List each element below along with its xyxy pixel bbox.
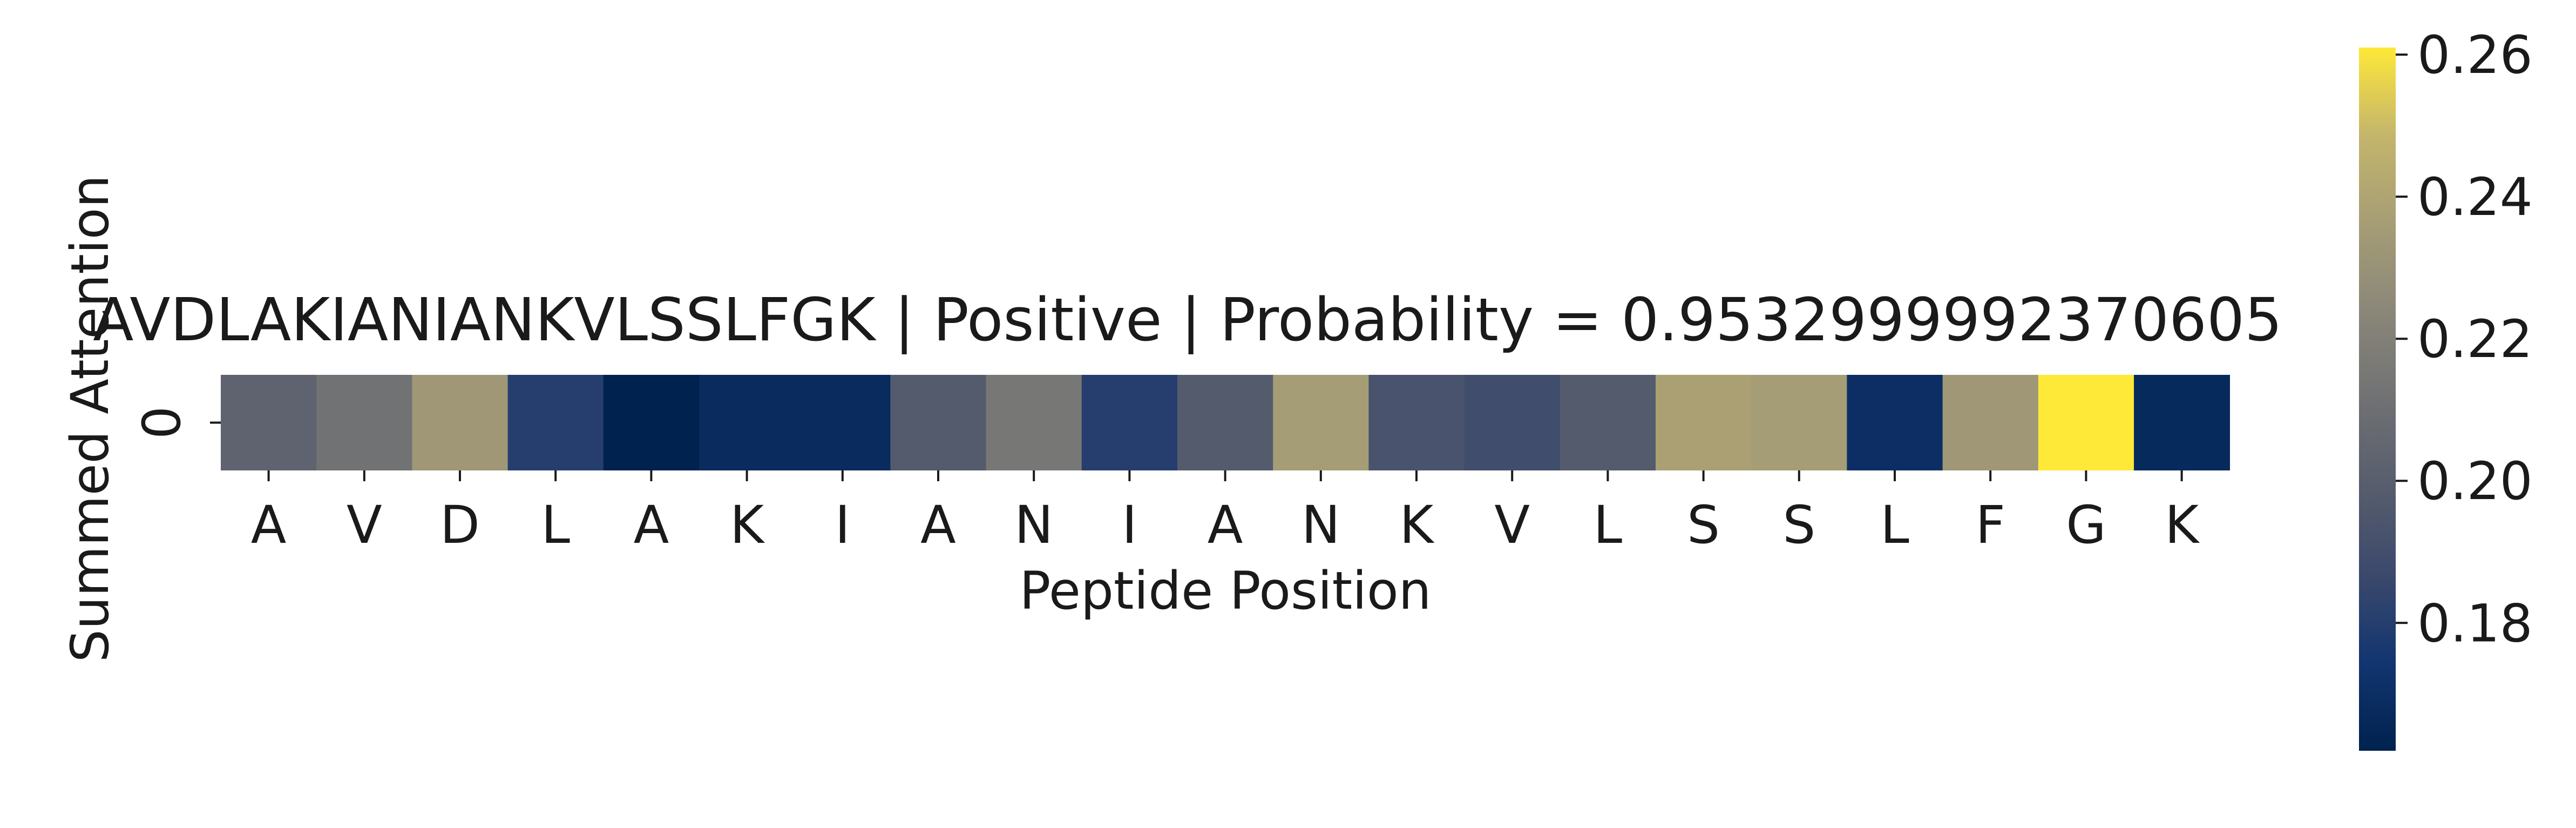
x-tick-label: A	[251, 495, 287, 555]
y-axis-ticks: 0	[132, 406, 221, 439]
x-tick-label: K	[2165, 495, 2200, 555]
x-tick-label: K	[1400, 495, 1435, 555]
x-tick-label: I	[1122, 495, 1137, 555]
y-tick-label: 0	[132, 406, 192, 439]
heatmap-cell	[1751, 375, 1848, 470]
heatmap-cell	[603, 375, 700, 470]
colorbar	[2359, 48, 2396, 751]
x-tick-label: I	[835, 495, 850, 555]
heatmap-cell	[986, 375, 1082, 470]
heatmap-cell	[1177, 375, 1273, 470]
x-tick-label: L	[1594, 495, 1622, 555]
x-tick-label: K	[730, 495, 765, 555]
x-tick-label: N	[1014, 495, 1053, 555]
heatmap-cell	[890, 375, 987, 470]
heatmap-cells	[221, 375, 2230, 470]
heatmap-cell	[1847, 375, 1943, 470]
heatmap-cell	[1273, 375, 1370, 470]
x-tick-label: S	[1782, 495, 1815, 555]
heatmap-cell	[1368, 375, 1465, 470]
heatmap-cell	[1656, 375, 1752, 470]
x-tick-label: N	[1301, 495, 1340, 555]
colorbar-tick-label: 0.20	[2417, 451, 2533, 511]
x-tick-label: S	[1687, 495, 1720, 555]
chart-title: AVDLAKIANIANKVLSSLFGK | Positive | Proba…	[93, 285, 2282, 355]
heatmap-cell	[699, 375, 795, 470]
colorbar-tick-label: 0.24	[2417, 167, 2533, 227]
colorbar-ticks: 0.18 0.20 0.22 0.24 0.26	[2396, 25, 2533, 654]
x-tick-label: A	[634, 495, 669, 555]
heatmap-cell	[221, 375, 317, 470]
heatmap-cell	[1942, 375, 2039, 470]
x-axis-label: Peptide Position	[1019, 561, 1431, 621]
heatmap-cell	[412, 375, 509, 470]
heatmap-cell	[2038, 375, 2134, 470]
heatmap-cell	[1081, 375, 1178, 470]
x-tick-label: L	[1880, 495, 1909, 555]
heatmap-cell	[1464, 375, 1561, 470]
heatmap-cell	[2134, 375, 2230, 470]
x-tick-label: A	[920, 495, 956, 555]
x-tick-label: F	[1976, 495, 2005, 555]
x-tick-label: V	[347, 495, 382, 555]
heatmap-cell	[795, 375, 891, 470]
x-tick-label: L	[541, 495, 570, 555]
heatmap-cell	[316, 375, 413, 470]
y-axis-label: Summed Attention	[60, 175, 120, 662]
x-tick-label: D	[440, 495, 480, 555]
colorbar-tick-label: 0.26	[2417, 25, 2533, 85]
colorbar-tick-label: 0.18	[2417, 593, 2533, 654]
x-tick-label: V	[1494, 495, 1530, 555]
heatmap-cell	[507, 375, 604, 470]
x-tick-label: G	[2066, 495, 2106, 555]
x-tick-label: A	[1208, 495, 1243, 555]
heatmap-cell	[1560, 375, 1656, 470]
colorbar-tick-label: 0.22	[2417, 309, 2533, 369]
